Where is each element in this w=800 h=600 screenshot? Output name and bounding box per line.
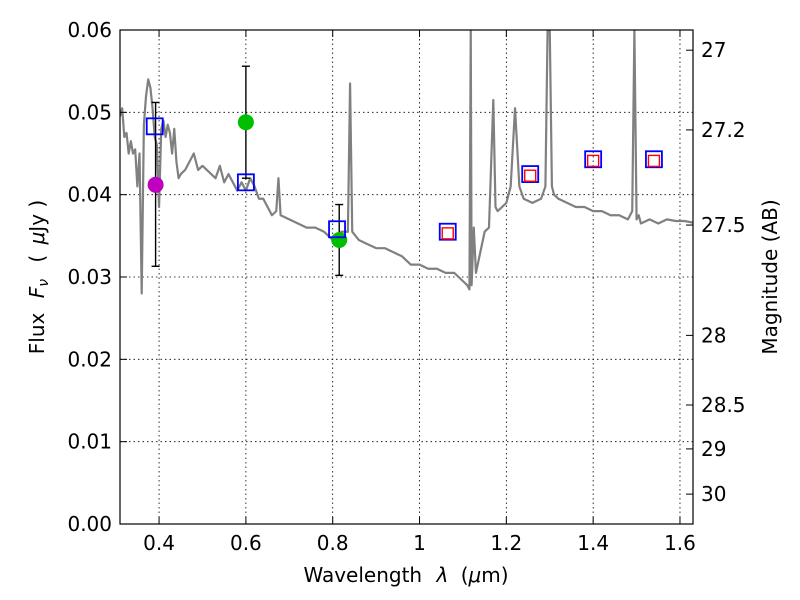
mag-tick-label: 29: [701, 437, 726, 461]
model-box: [328, 220, 346, 239]
series-layer: [120, 30, 693, 295]
y-tick-label: 0.01: [67, 430, 112, 454]
observed-point: [331, 231, 348, 248]
x-tick-label: 1: [413, 531, 426, 555]
y-tick-label: 0.04: [67, 183, 112, 207]
ir-photometry-box: [524, 169, 537, 182]
mag-tick-label: 28: [701, 323, 726, 347]
model-box: [438, 222, 457, 241]
mag-tick-label: 30: [701, 482, 726, 506]
observed-point: [147, 176, 164, 193]
grid: [120, 29, 693, 525]
ir-photometry-box: [586, 154, 600, 168]
y-tick-label: 0.00: [67, 512, 112, 536]
x-tick-label: 0.4: [143, 531, 175, 555]
ir-photometry-box: [647, 154, 661, 168]
mag-tick-label: 28.5: [701, 393, 746, 417]
model-box: [521, 165, 540, 183]
y-axis-label: Flux Fν ( μJy ): [25, 200, 53, 354]
model-box: [584, 150, 603, 169]
ir-photometry-box: [441, 227, 454, 240]
model-box: [645, 150, 663, 169]
y-tick-label: 0.03: [67, 265, 112, 289]
y-tick-label: 0.05: [67, 100, 112, 124]
x-tick-label: 0.6: [230, 531, 262, 555]
x-tick-label: 1.4: [577, 531, 609, 555]
y-tick-label: 0.02: [67, 347, 112, 371]
x-axis-label: Wavelength λ (μm): [303, 563, 508, 587]
x-tick-label: 1.6: [664, 531, 696, 555]
y2-axis-label: Magnitude (AB): [758, 199, 782, 354]
observed-point: [237, 114, 254, 131]
model-box: [236, 173, 255, 192]
x-tick-label: 0.8: [317, 531, 349, 555]
sed-model-line: [120, 30, 693, 295]
mag-tick-label: 27.5: [701, 213, 746, 237]
mag-tick-label: 27: [701, 38, 726, 62]
ticks: 0.4 0.6 0.8 1 1.2 1.4 1.6 0.00 0.01 0.02 0.03 0.04 0…: [67, 18, 745, 555]
y-tick-label: 0.06: [67, 18, 112, 42]
mag-tick-label: 27.2: [701, 118, 746, 142]
x-tick-label: 1.2: [490, 531, 522, 555]
model-box: [145, 117, 164, 136]
